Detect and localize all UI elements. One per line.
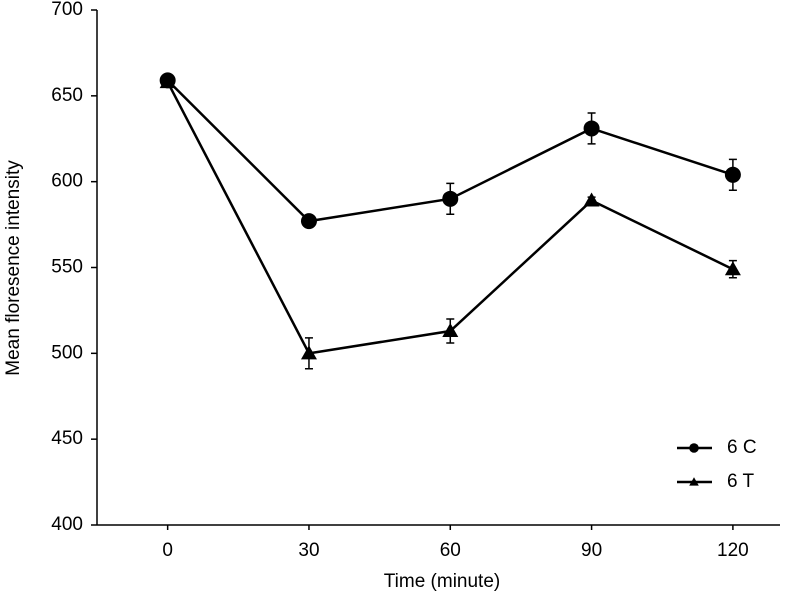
data-point xyxy=(724,261,741,276)
y-tick-label: 400 xyxy=(51,514,83,535)
x-tick-label: 30 xyxy=(298,540,319,561)
series-line xyxy=(166,81,734,355)
y-tick-label: 650 xyxy=(51,85,83,106)
x-tick-label: 120 xyxy=(717,540,749,561)
data-point xyxy=(300,213,317,230)
legend-marker xyxy=(689,443,699,453)
y-tick-label: 700 xyxy=(51,0,83,20)
x-tick-label: 90 xyxy=(581,540,602,561)
x-axis-label: Time (minute) xyxy=(384,571,500,592)
y-tick-label: 500 xyxy=(51,342,83,363)
data-point xyxy=(159,74,176,89)
data-point xyxy=(442,323,459,338)
x-tick-label: 60 xyxy=(440,540,461,561)
legend-label: 6 C xyxy=(727,437,757,458)
legend-marker xyxy=(689,477,699,486)
legend-label: 6 T xyxy=(727,471,755,492)
data-point xyxy=(300,345,317,360)
y-tick-label: 600 xyxy=(51,171,83,192)
data-point xyxy=(724,166,741,183)
data-point xyxy=(583,192,600,207)
y-tick-label: 450 xyxy=(51,428,83,449)
data-point xyxy=(583,120,600,137)
data-point xyxy=(442,190,459,207)
y-axis-label: Mean floresence intensity xyxy=(3,160,24,376)
y-tick-label: 550 xyxy=(51,257,83,278)
x-tick-label: 0 xyxy=(162,540,173,561)
